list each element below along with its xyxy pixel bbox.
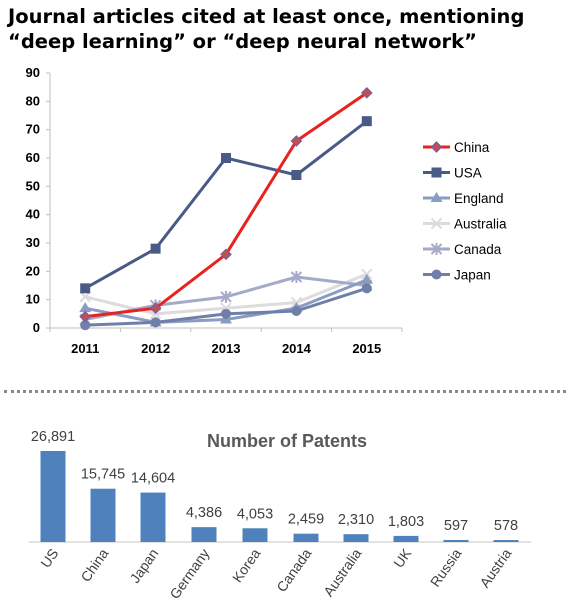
legend-item-canada: Canada [423, 242, 502, 257]
chart-title-line-1: Journal articles cited at least once, me… [8, 5, 525, 28]
point-japan-2014 [291, 306, 302, 316]
bar-category-label-japan: Japan [126, 546, 161, 586]
bar-value-label-us: 26,891 [31, 429, 75, 445]
point-japan-2011 [80, 320, 91, 331]
point-japan-2013 [221, 308, 231, 319]
legend-marker-england [430, 192, 443, 202]
series-usa [80, 116, 372, 294]
bar-us [40, 451, 66, 542]
y-tick-label-20: 20 [26, 263, 40, 278]
bar-australia [343, 534, 369, 542]
legend-item-china: China [423, 140, 490, 155]
point-australia-2011-stroke [79, 291, 91, 303]
chart-title-line-2: “deep learning” or “deep neural network” [8, 30, 477, 53]
legend-label-australia: Australia [454, 217, 507, 232]
x-tick-label-2011: 2011 [71, 341, 99, 356]
legend-item-australia: Australia [423, 217, 507, 232]
chart-title: Journal articles cited at least once, me… [8, 4, 564, 54]
legend-label-usa: USA [454, 166, 482, 181]
y-tick-label-10: 10 [26, 292, 40, 307]
x-tick-label-2014: 2014 [282, 341, 312, 356]
legend-marker-japan [431, 269, 442, 280]
point-japan-2015 [361, 283, 372, 294]
legend-item-japan: Japan [423, 268, 491, 283]
point-canada-2014 [290, 271, 303, 283]
bar-russia [443, 539, 469, 542]
x-tick-label-2012: 2012 [141, 341, 170, 356]
legend-label-japan: Japan [454, 268, 491, 283]
point-china-2012 [149, 302, 162, 315]
legend-label-canada: Canada [454, 242, 502, 257]
y-tick-label-30: 30 [26, 235, 40, 250]
x-tick-label-2015: 2015 [352, 341, 381, 356]
line-chart: 0 10 20 30 40 50 60 70 80 90 2011 2012 2013 2014 2015 C… [26, 65, 507, 356]
point-usa-2014 [291, 170, 302, 180]
y-tick-label-60: 60 [26, 150, 40, 165]
legend-label-china: China [454, 140, 490, 155]
bar-category-label-us: US [37, 546, 61, 571]
legend: China USA England Australia Canada Japan [423, 140, 507, 283]
legend-marker-china [430, 141, 443, 153]
point-england-2015 [360, 273, 373, 284]
bar-austria [493, 540, 519, 542]
point-china-2015 [360, 86, 373, 99]
bar-category-label-canada: Canada [273, 545, 314, 595]
legend-marker-australia [430, 217, 443, 230]
y-tick-label-40: 40 [26, 207, 40, 222]
y-tick-label-70: 70 [26, 122, 40, 137]
y-tick-label-80: 80 [26, 93, 40, 108]
point-usa-2011 [80, 283, 91, 294]
bar-value-label-uk: 1,803 [388, 514, 424, 530]
bar-value-label-germany: 4,386 [186, 505, 222, 521]
point-england-2011 [79, 302, 92, 313]
y-tick-label-50: 50 [26, 178, 40, 193]
series-japan [80, 283, 372, 331]
bar-value-label-russia: 597 [444, 518, 468, 534]
point-china-2014 [290, 135, 303, 147]
bar-chart-title: Number of Patents [207, 431, 367, 451]
bar-japan [140, 492, 166, 542]
bar-korea [242, 528, 268, 542]
x-tick-label-2013: 2013 [212, 341, 241, 356]
bar-category-label-germany: Germany [166, 546, 212, 602]
y-tick-label-90: 90 [26, 65, 40, 80]
point-canada-2013-stroke [220, 290, 232, 303]
point-usa-2015 [361, 116, 372, 127]
point-australia-2011 [79, 291, 91, 303]
bar-value-label-china: 15,745 [81, 467, 125, 483]
bar-value-label-austria: 578 [494, 518, 518, 534]
y-tick-label-0: 0 [33, 320, 40, 335]
bar-uk [393, 535, 419, 542]
point-japan-2012 [150, 317, 161, 328]
bar-category-label-austria: Austria [476, 545, 514, 590]
series-china [79, 86, 373, 323]
bar-category-label-uk: UK [390, 545, 415, 571]
point-canada-2013 [220, 290, 232, 303]
bar-canada [293, 533, 319, 542]
legend-item-usa: USA [423, 166, 482, 181]
bar-category-label-australia: Australia [320, 545, 364, 599]
bar-category-label-russia: Russia [427, 545, 465, 589]
bar-category-label-china: China [77, 545, 111, 584]
section-divider [4, 390, 566, 393]
legend-marker-australia-stroke [430, 217, 443, 230]
bar-category-label-korea: Korea [229, 545, 264, 585]
point-china-2011 [79, 310, 92, 323]
point-canada-2014-stroke [290, 271, 303, 283]
point-china-2013 [220, 248, 232, 261]
bar-value-label-australia: 2,310 [338, 512, 374, 528]
legend-marker-canada [430, 243, 443, 255]
point-usa-2013 [221, 153, 231, 163]
bar-value-label-korea: 4,053 [237, 506, 273, 522]
point-usa-2012 [150, 243, 161, 254]
bar-germany [191, 527, 217, 542]
legend-marker-canada-stroke [430, 243, 443, 255]
bar-china [90, 488, 116, 542]
bar-value-label-canada: 2,459 [288, 512, 324, 528]
legend-label-england: England [454, 191, 504, 206]
legend-item-england: England [423, 191, 504, 206]
legend-marker-usa [431, 167, 442, 178]
bar-value-label-japan: 14,604 [131, 471, 175, 487]
